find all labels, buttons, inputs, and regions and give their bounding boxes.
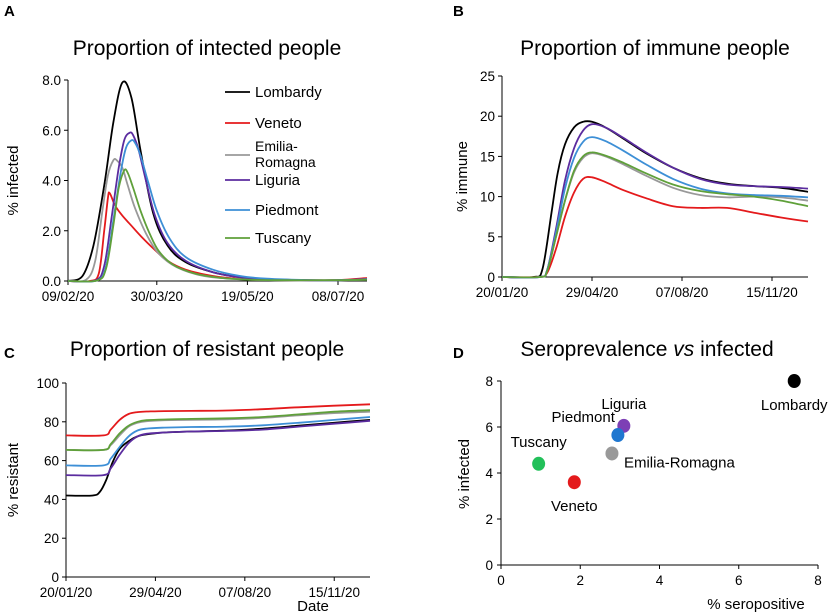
chart-title: Proportion of intected people — [73, 37, 342, 60]
scatter-label: Lombardy — [761, 397, 828, 414]
series-line-liguria — [67, 131, 368, 283]
x-tick-label: 0 — [497, 573, 505, 588]
x-tick-label: 07/08/20 — [656, 285, 709, 300]
x-tick-label: 29/04/20 — [566, 285, 619, 300]
series-line-tuscany — [501, 151, 809, 279]
y-tick-label: 6 — [485, 420, 493, 435]
series-line-piedmont — [65, 416, 371, 467]
legend-label: Piedmont — [255, 202, 319, 219]
x-tick-label: 20/01/20 — [40, 585, 93, 600]
series-line-lombardy — [67, 80, 368, 282]
y-axis-label: % immune — [454, 141, 471, 212]
chart-title: Proportion of immune people — [520, 37, 790, 60]
legend-label: Romagna — [255, 154, 316, 170]
scatter-label: Liguria — [601, 396, 647, 413]
y-tick-label: 2 — [485, 512, 493, 527]
scatter-point-tuscany — [532, 456, 546, 471]
scatter-label: Tuscany — [511, 434, 568, 451]
series-line-liguria — [65, 419, 371, 477]
y-tick-label: 25 — [480, 69, 495, 84]
chart-title-part: infected — [700, 338, 774, 361]
x-axis-label: % seropositive — [707, 596, 805, 613]
y-tick-label: 4 — [485, 466, 493, 481]
series-line-emilia-romagna — [501, 152, 809, 279]
y-tick-label: 10 — [480, 190, 495, 205]
x-tick-label: 4 — [656, 573, 664, 588]
legend-label: Lombardy — [255, 84, 322, 101]
panel-c-resistant-chart: Proportion of resistant people 0 20 40 60 80 1… — [5, 338, 371, 615]
y-tick-label: 20 — [44, 531, 59, 546]
y-tick-label: 4.0 — [42, 174, 61, 189]
legend-label: Veneto — [255, 115, 302, 132]
chart-title: Proportion of resistant people — [70, 338, 344, 361]
y-tick-label: 15 — [480, 149, 495, 164]
y-tick-label: 80 — [44, 415, 59, 430]
panel-b-immune-chart: Proportion of immune people 0 5 10 15 20 25 20/… — [454, 37, 809, 300]
x-tick-label: 09/02/20 — [42, 289, 95, 304]
panel-letter-a: A — [4, 3, 15, 20]
y-axis-label: % infected — [456, 439, 473, 509]
scatter-point-piedmont — [611, 428, 625, 443]
x-tick-label: 6 — [735, 573, 743, 588]
chart-title-italic: vs — [673, 338, 695, 361]
scatter-label: Veneto — [551, 498, 598, 515]
scatter-point-emilia-romagna — [605, 446, 619, 461]
x-axis-label: Date — [297, 598, 329, 615]
legend-label: Liguria — [255, 172, 301, 189]
y-axis-label: % resistant — [5, 442, 22, 517]
y-tick-label: 8.0 — [42, 73, 61, 88]
scatter-point-lombardy — [787, 374, 801, 388]
scatter-label: Emilia-Romagna — [624, 454, 736, 471]
series-line-tuscany — [65, 409, 371, 452]
x-tick-label: 15/11/20 — [308, 585, 360, 600]
x-tick-label: 15/11/20 — [746, 285, 798, 300]
y-tick-label: 0 — [485, 558, 493, 573]
y-tick-label: 0.0 — [42, 274, 61, 289]
y-tick-label: 8 — [485, 374, 493, 389]
series-line-tuscany — [67, 168, 368, 283]
y-tick-label: 2.0 — [42, 224, 61, 239]
panel-letter-c: C — [4, 345, 15, 362]
y-tick-label: 60 — [44, 454, 59, 469]
series-line-veneto — [501, 176, 809, 279]
x-tick-label: 30/03/20 — [131, 289, 184, 304]
legend-label: Emilia- — [255, 138, 298, 154]
series-line-veneto — [65, 403, 371, 437]
chart-title-part: Seroprevalence — [520, 338, 667, 361]
y-tick-label: 100 — [36, 376, 59, 391]
x-tick-label: 08/07/20 — [312, 289, 365, 304]
scatter-point-veneto — [567, 475, 581, 490]
panel-letter-b: B — [453, 3, 464, 20]
legend-label: Tuscany — [255, 230, 312, 247]
y-tick-label: 6.0 — [42, 123, 61, 138]
x-tick-label: 19/05/20 — [221, 289, 274, 304]
y-tick-label: 0 — [487, 270, 495, 285]
y-tick-label: 0 — [51, 570, 59, 585]
y-axis-label: % infected — [5, 145, 22, 215]
x-tick-label: 8 — [814, 573, 822, 588]
y-tick-label: 40 — [44, 492, 59, 507]
chart-title: Seroprevalence vs infected — [520, 338, 773, 361]
panel-a-infected-chart: Proportion of intected people 0.0 2.0 4.0 6.… — [5, 37, 368, 304]
y-tick-label: 5 — [487, 230, 495, 245]
scatter-label: Piedmont — [552, 409, 616, 426]
y-tick-label: 20 — [480, 109, 495, 124]
panel-d-scatter-chart: Seroprevalence vs infected 0 2 4 6 8 0 2 4 6 8 % in… — [456, 338, 828, 613]
x-tick-label: 29/04/20 — [129, 585, 182, 600]
panel-letter-d: D — [453, 345, 464, 362]
x-tick-label: 2 — [576, 573, 584, 588]
series-line-lombardy — [501, 120, 809, 279]
x-tick-label: 20/01/20 — [476, 285, 529, 300]
x-tick-label: 07/08/20 — [219, 585, 272, 600]
